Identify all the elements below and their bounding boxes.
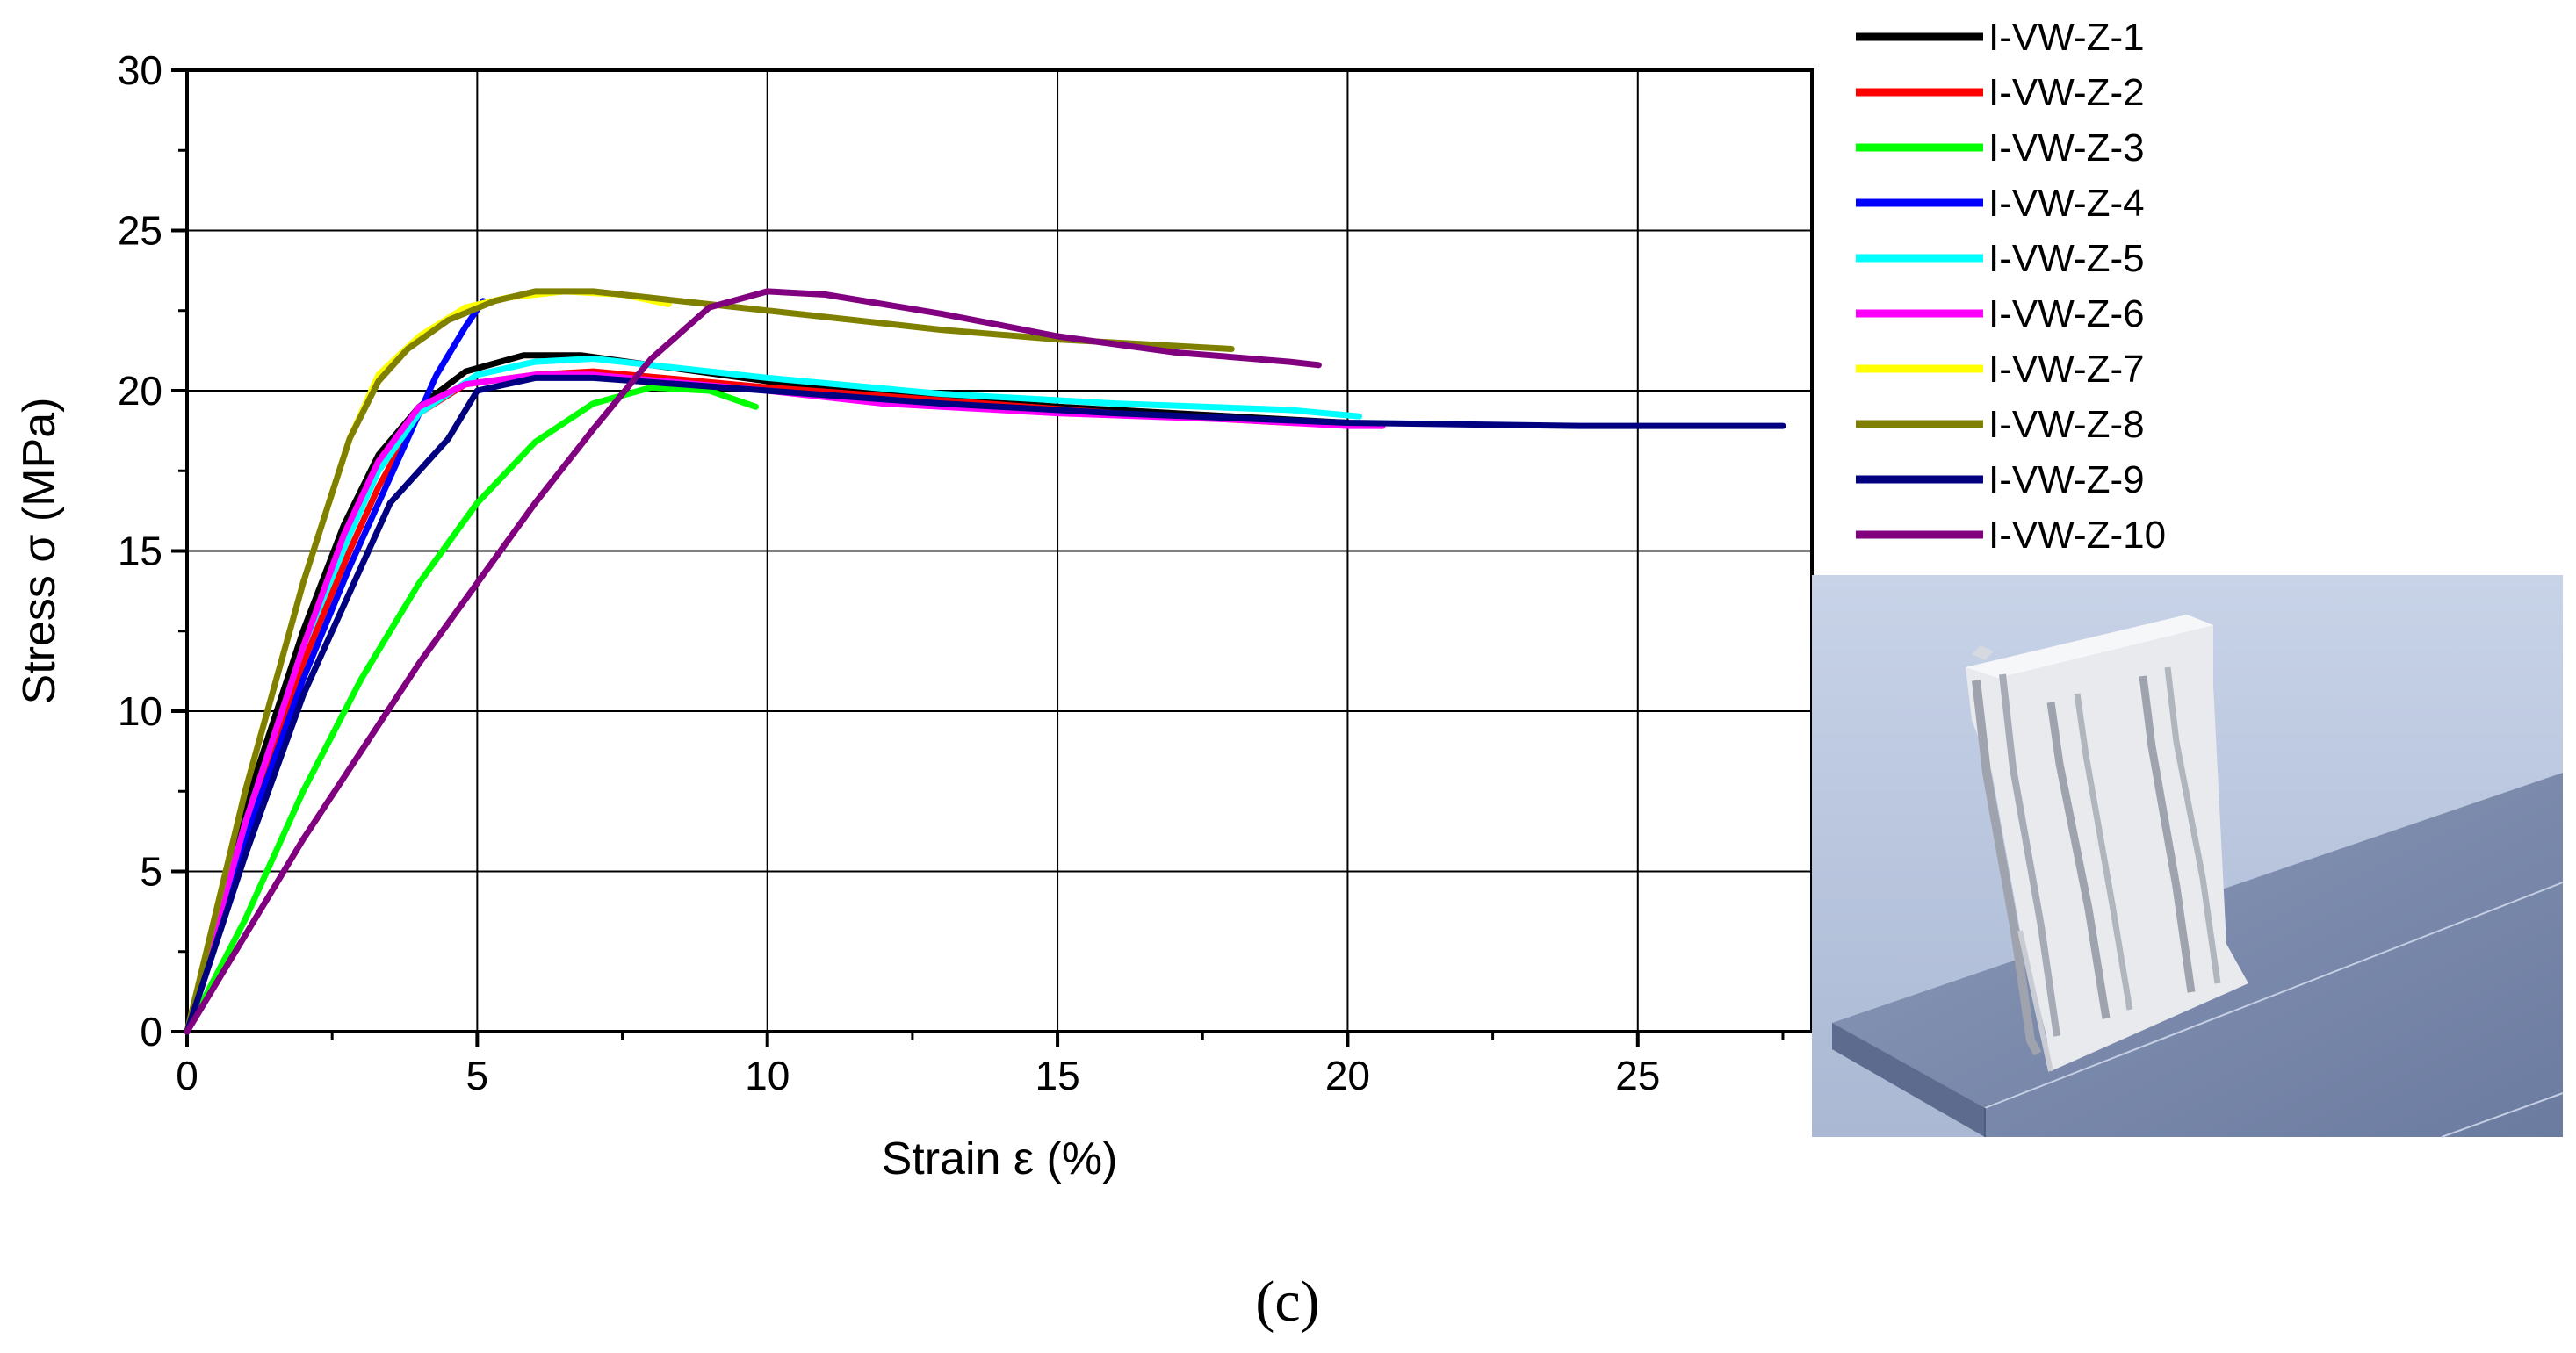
panel-label: (c) [1255, 1270, 1319, 1334]
y-tick-label: 25 [118, 208, 162, 254]
y-tick-label: 30 [118, 47, 162, 93]
x-tick-label: 15 [1035, 1053, 1079, 1098]
y-tick-label: 5 [140, 849, 162, 895]
legend-label: I-VW-Z-8 [1988, 403, 2145, 446]
series-lines [184, 288, 1786, 1035]
axis-ticks: 0 5 10 15 20 25 0 5 10 15 20 25 30 [118, 47, 1785, 1098]
legend-label: I-VW-Z-1 [1988, 16, 2145, 59]
y-tick-label: 10 [118, 688, 162, 734]
x-tick-label: 20 [1325, 1053, 1370, 1098]
specimen-render-image [1812, 575, 2564, 1138]
legend-label: I-VW-Z-10 [1988, 514, 2166, 557]
legend-label: I-VW-Z-2 [1988, 71, 2145, 114]
legend-label: I-VW-Z-3 [1988, 126, 2145, 169]
legend-label: I-VW-Z-5 [1988, 237, 2145, 280]
legend-label: I-VW-Z-7 [1988, 348, 2145, 391]
x-tick-label: 10 [745, 1053, 790, 1098]
series-line-4 [184, 298, 487, 1035]
x-tick-label: 25 [1615, 1053, 1660, 1098]
legend: I-VW-Z-1 I-VW-Z-2 I-VW-Z-3 I-VW-Z-4 I-VW-Z-5… [1856, 16, 2166, 557]
x-tick-label: 0 [176, 1053, 198, 1098]
series-line-10 [184, 288, 1322, 1035]
y-axis-title: Stress σ (MPa) [14, 398, 65, 705]
series-line-3 [184, 384, 759, 1035]
y-tick-label: 0 [140, 1009, 162, 1054]
legend-label: I-VW-Z-9 [1988, 458, 2145, 501]
x-axis-title: Strain ε (%) [882, 1133, 1118, 1184]
legend-label: I-VW-Z-4 [1988, 182, 2145, 225]
x-tick-label: 5 [466, 1053, 489, 1098]
series-line-9 [184, 374, 1786, 1035]
series-line-8 [184, 288, 1235, 1035]
y-tick-label: 20 [118, 368, 162, 414]
legend-label: I-VW-Z-6 [1988, 292, 2145, 335]
y-tick-label: 15 [118, 529, 162, 574]
